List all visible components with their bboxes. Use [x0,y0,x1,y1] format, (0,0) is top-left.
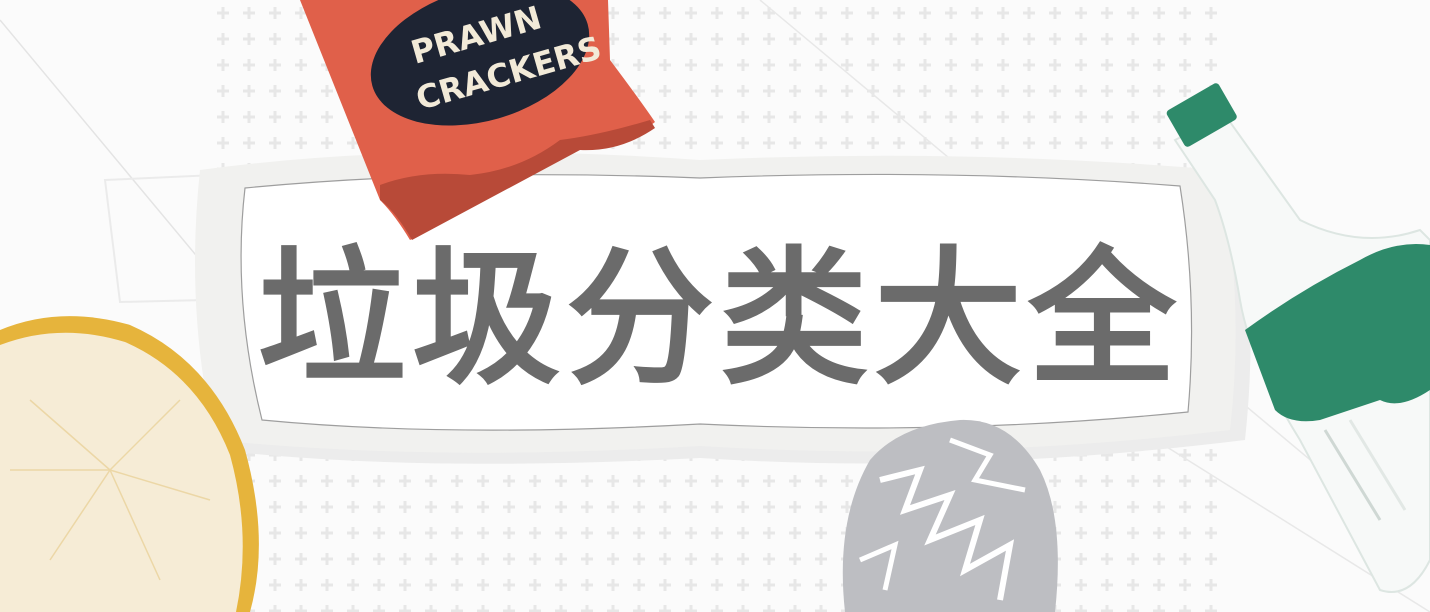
page-title: 垃圾分类大全 [258,232,1182,405]
title-card [240,173,1193,431]
